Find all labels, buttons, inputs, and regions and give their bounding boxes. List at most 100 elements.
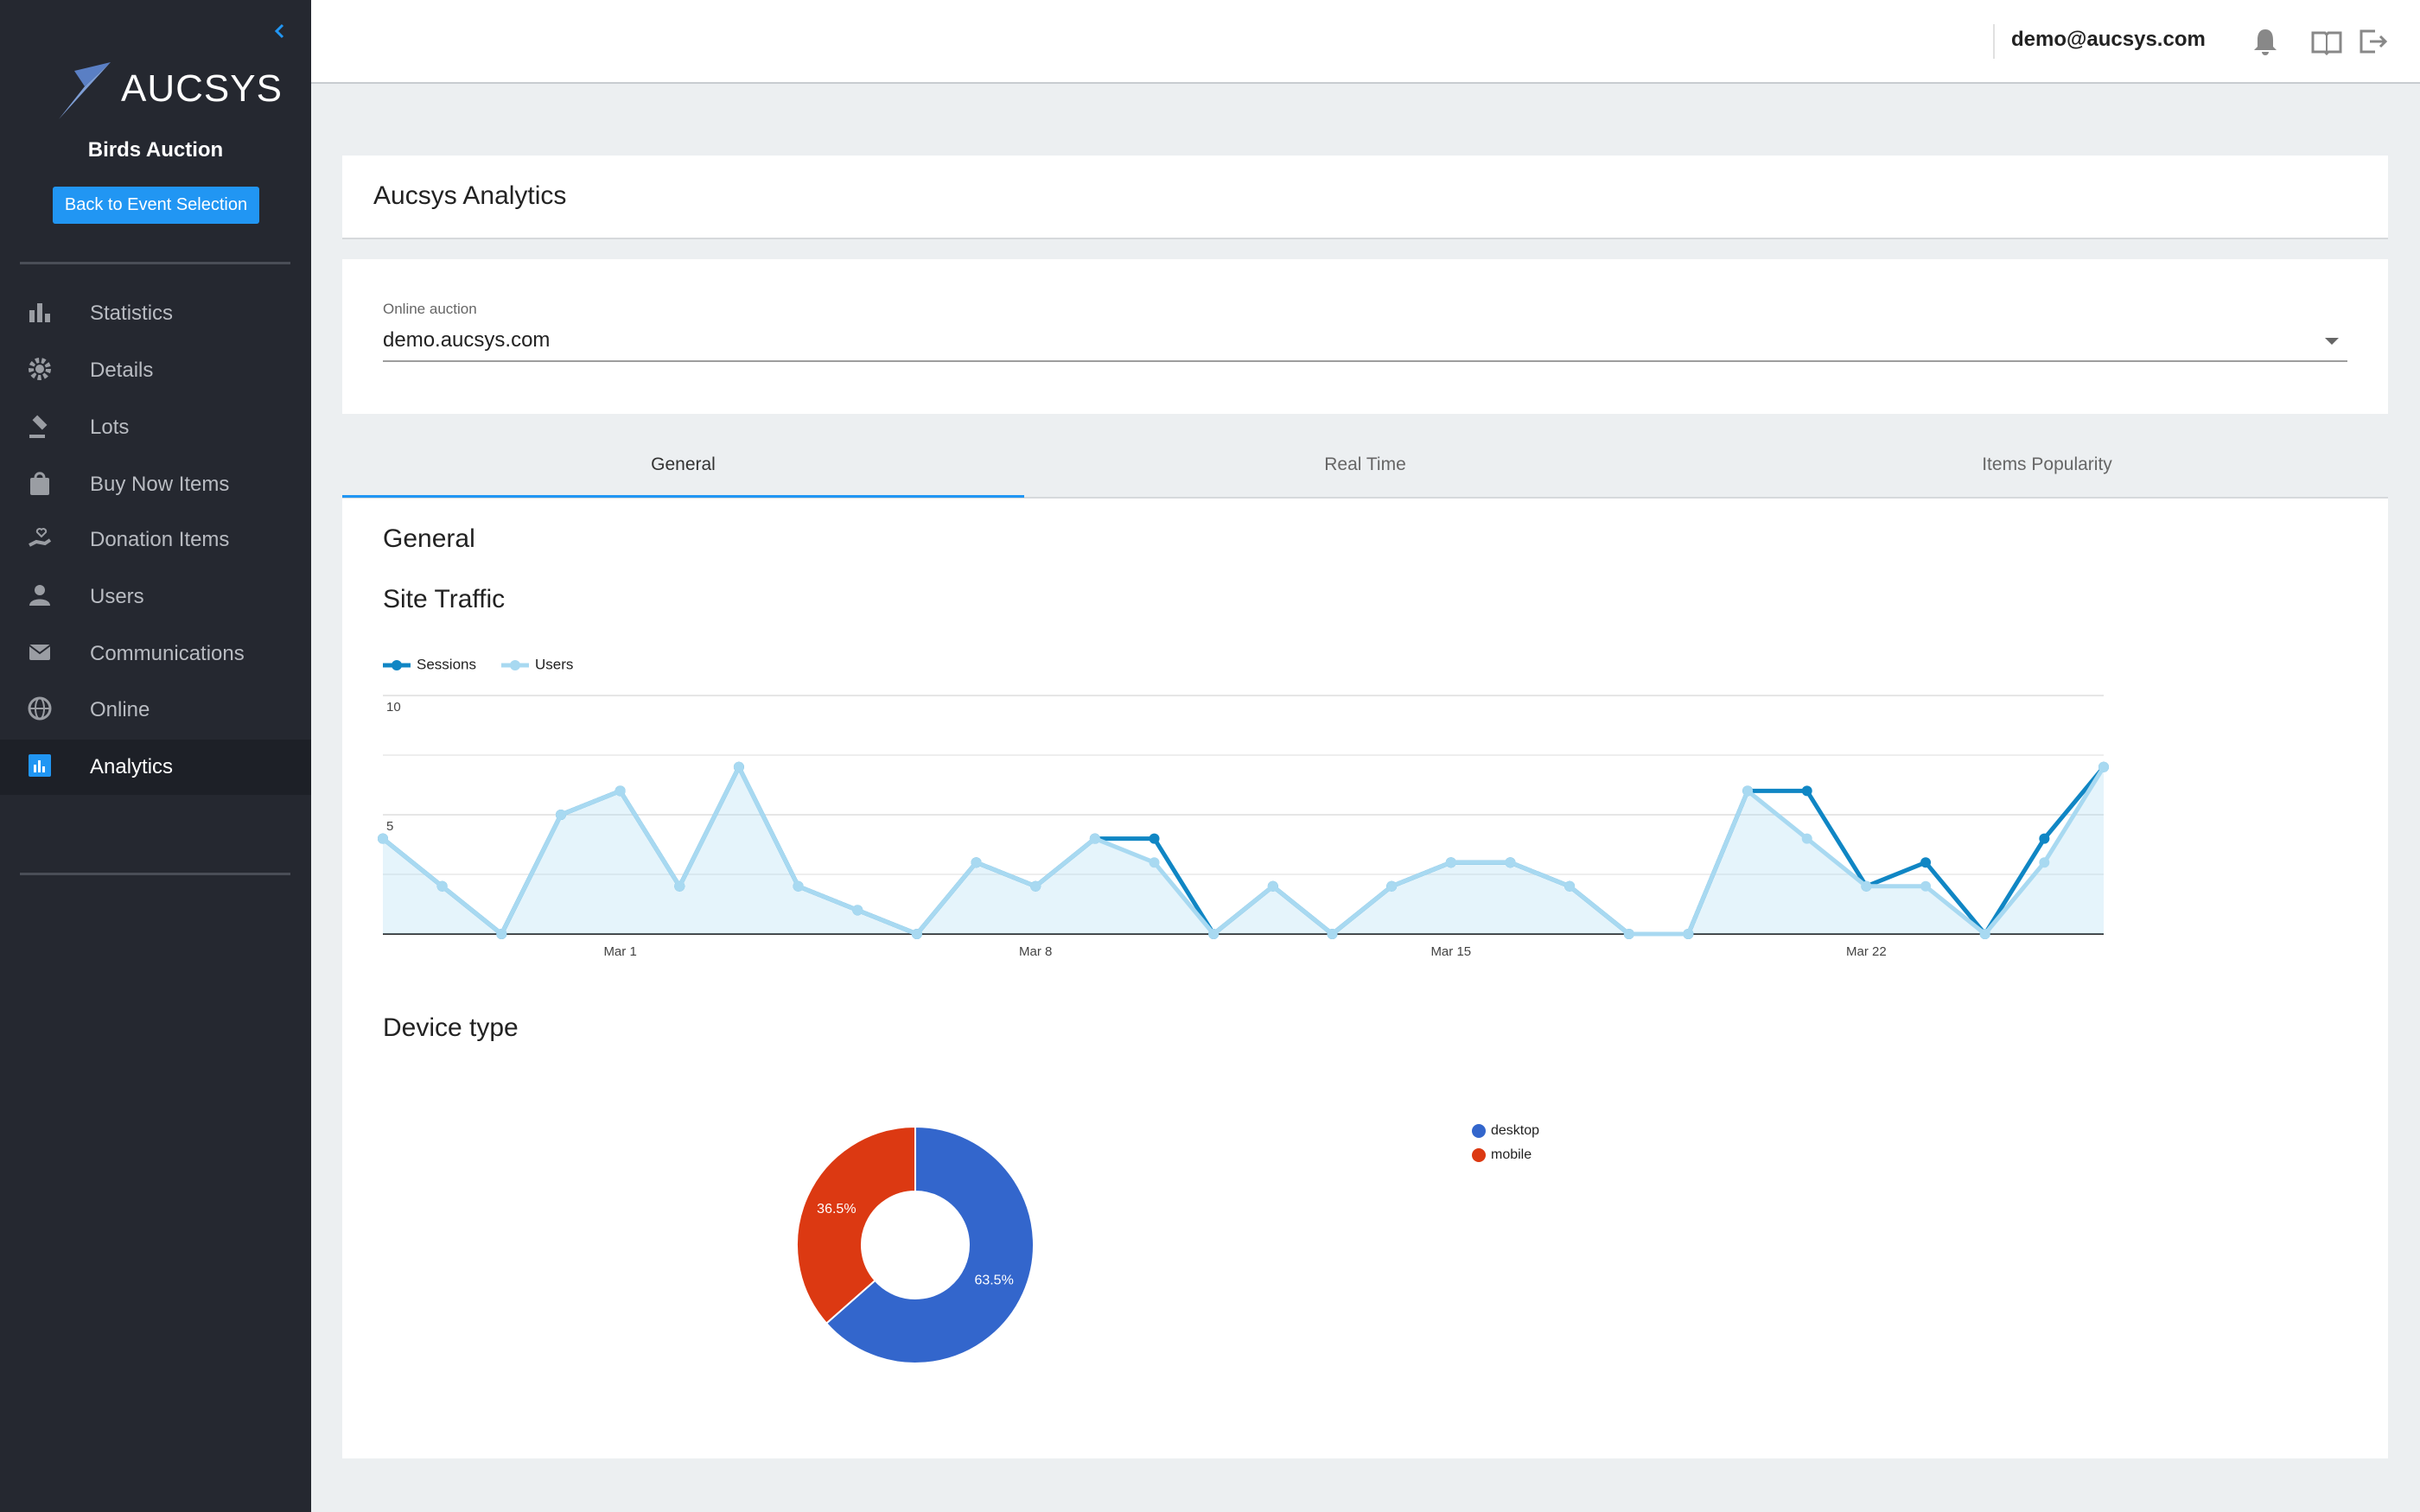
point [1267,880,1278,892]
back-button[interactable]: Back to Event Selection [53,187,259,224]
series-line [381,765,2106,937]
legend-label: Users [535,656,573,672]
menu-item[interactable]: Details [0,343,311,398]
menu-label: Buy Now Items [90,473,230,496]
menu-label: Users [90,585,144,608]
point [1861,880,1872,892]
point [1683,929,1694,939]
select-label: Online auction [383,301,477,317]
menu-item[interactable]: Communications [0,626,311,682]
point [1208,929,1220,939]
x-tick-label: Mar 8 [1019,944,1052,959]
menu-icon [29,303,50,322]
point [555,810,566,820]
menu-item[interactable]: Online [0,683,311,738]
point [1386,880,1398,892]
point [793,880,804,892]
x-tick-label: Mar 1 [603,944,636,959]
y-tick-label: 10 [386,700,401,715]
slice [796,1125,916,1325]
divider [20,262,290,264]
point [911,929,922,939]
y-tick-label: 5 [386,819,393,834]
area [383,766,2104,934]
menu-item[interactable]: Users [0,569,311,625]
tab[interactable]: Items Popularity [1982,454,2112,474]
dropdown-caret[interactable] [2323,335,2340,347]
page-title: Aucsys Analytics [373,181,567,210]
menu-icon [29,645,51,660]
sidebar: AUCSYS Birds Auction Back to Event Selec… [0,0,311,1512]
point [971,857,982,868]
menu-item[interactable]: Lots [0,400,311,455]
x-tick-label: Mar 22 [1846,944,1887,959]
menu-label: Details [90,359,154,382]
point [1030,880,1041,892]
point [1742,785,1754,797]
title-card: Aucsys Analytics [342,156,2388,239]
chart-title: Device type [383,1013,519,1042]
menu-icon [28,696,52,721]
user-email[interactable]: demo@aucsys.com [2011,28,2206,51]
point [615,785,626,797]
collapse-button[interactable] [270,21,290,41]
slice-label: 36.5% [817,1202,856,1217]
menu-item[interactable]: Statistics [0,286,311,341]
tab[interactable]: General [651,454,716,474]
point [1149,833,1160,844]
menu-icon [29,754,51,777]
point [436,880,448,892]
point [733,761,744,772]
menu-label: Lots [90,416,130,439]
menu-label: Online [90,698,150,721]
point [1564,880,1576,892]
menu-icon [29,585,50,606]
tab-indicator [342,495,1024,498]
tab[interactable]: Real Time [1324,454,1406,474]
logo-icon [59,62,111,119]
point [496,929,507,939]
menu-item[interactable]: Donation Items [0,512,311,568]
point [1505,857,1516,868]
content-card: General [342,499,2388,1458]
menu-label: Communications [90,642,245,665]
legend-swatch [1472,1124,1486,1138]
point [1623,929,1634,939]
event-name: Birds Auction [87,138,224,162]
logout-icon[interactable] [2358,28,2389,55]
menu-label: Donation Items [90,528,230,551]
menu-icon [29,528,52,547]
point [1920,857,1932,868]
select-value[interactable]: demo.aucsys.com [383,328,551,352]
menu-icon [30,472,49,495]
point [378,833,388,844]
divider [1993,24,1995,59]
point [2098,761,2109,772]
menu-item[interactable]: Analytics [0,740,311,795]
point [1979,929,1990,939]
point [2039,857,2050,868]
notifications-icon[interactable] [2252,28,2278,55]
divider [20,873,290,875]
point [1089,833,1100,844]
docs-icon[interactable] [2311,29,2342,55]
legend-swatch [392,660,402,670]
point [1801,833,1812,844]
tabs: General Real Time Items Popularity [342,435,2388,499]
point [852,905,863,916]
point [1445,857,1456,868]
menu-item[interactable]: Buy Now Items [0,457,311,512]
point [1801,785,1812,797]
select-card: Online auction demo.aucsys.com [342,259,2388,414]
slice-label: 63.5% [974,1273,1013,1287]
menu-icon [29,358,51,380]
x-tick-label: Mar 15 [1430,944,1471,959]
select-underline [383,360,2347,362]
point [1920,880,1932,892]
legend-label: Sessions [417,656,476,672]
top-bar: demo@aucsys.com [311,0,2420,84]
point [2039,833,2050,844]
menu-icon [29,415,48,438]
menu-label: Analytics [90,755,174,778]
